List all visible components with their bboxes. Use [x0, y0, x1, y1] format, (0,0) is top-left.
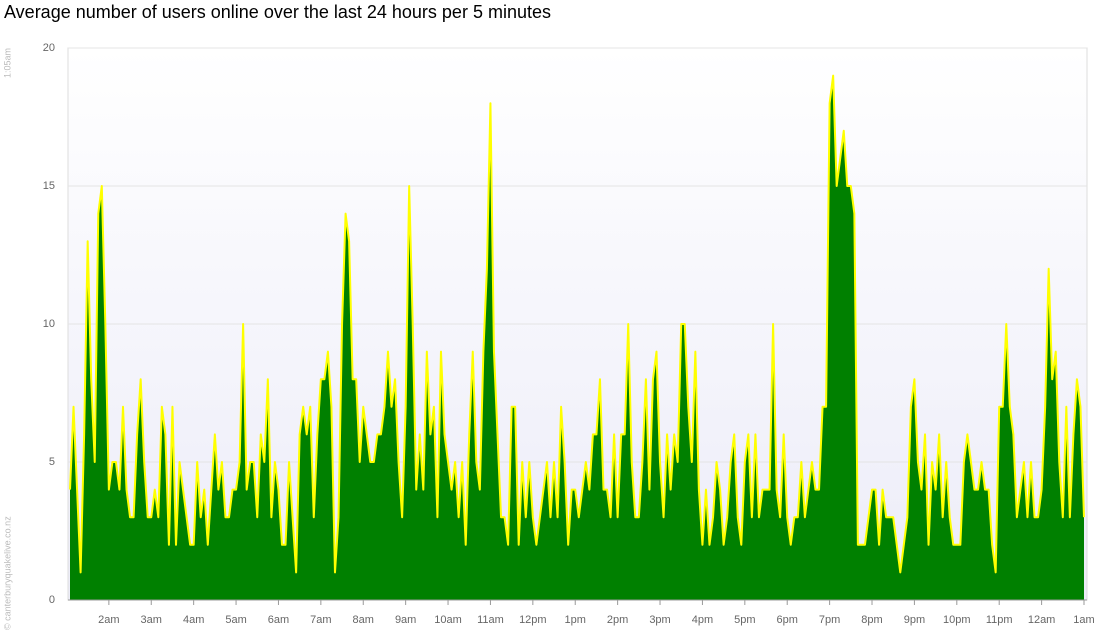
x-tick-label: 2am: [98, 614, 119, 626]
x-tick-label: 12pm: [519, 614, 547, 626]
y-tick-label: 0: [49, 594, 55, 606]
x-tick-label: 6pm: [777, 614, 798, 626]
x-tick-label: 7pm: [819, 614, 840, 626]
chart-title: Average number of users online over the …: [4, 2, 551, 22]
credit: © canterburyquakelive.co.nz: [2, 516, 12, 630]
x-tick-label: 11am: [477, 614, 504, 626]
x-tick-label: 11pm: [986, 614, 1013, 626]
area: [70, 75, 1084, 601]
x-tick-label: 10am: [434, 614, 462, 626]
x-tick-label: 7am: [310, 614, 331, 626]
x-tick-label: 2pm: [607, 614, 628, 626]
x-tick-label: 9am: [395, 614, 416, 626]
x-tick-label: 12am: [1028, 614, 1056, 626]
x-tick-label: 4am: [183, 614, 204, 626]
line: [69, 74, 1085, 574]
x-tick-label: 1am: [1073, 614, 1094, 626]
x-tick-label: 3pm: [649, 614, 670, 626]
x-tick-label: 6am: [268, 614, 289, 626]
x-tick-label: 8am: [353, 614, 374, 626]
y-tick-label: 20: [43, 42, 55, 54]
x-tick-label: 3am: [141, 614, 162, 626]
x-tick-label: 8pm: [861, 614, 882, 626]
x-tick-label: 5pm: [734, 614, 755, 626]
x-tick-label: 5am: [225, 614, 246, 626]
x-tick-label: 9pm: [904, 614, 925, 626]
y-tick-label: 10: [43, 318, 55, 330]
y-tick-label: 15: [43, 180, 55, 192]
x-tick-label: 4pm: [692, 614, 713, 626]
x-tick-label: 10pm: [943, 614, 971, 626]
start-time-label: 1:05am: [2, 48, 12, 78]
x-tick-label: 1pm: [565, 614, 586, 626]
y-tick-label: 5: [49, 456, 55, 468]
